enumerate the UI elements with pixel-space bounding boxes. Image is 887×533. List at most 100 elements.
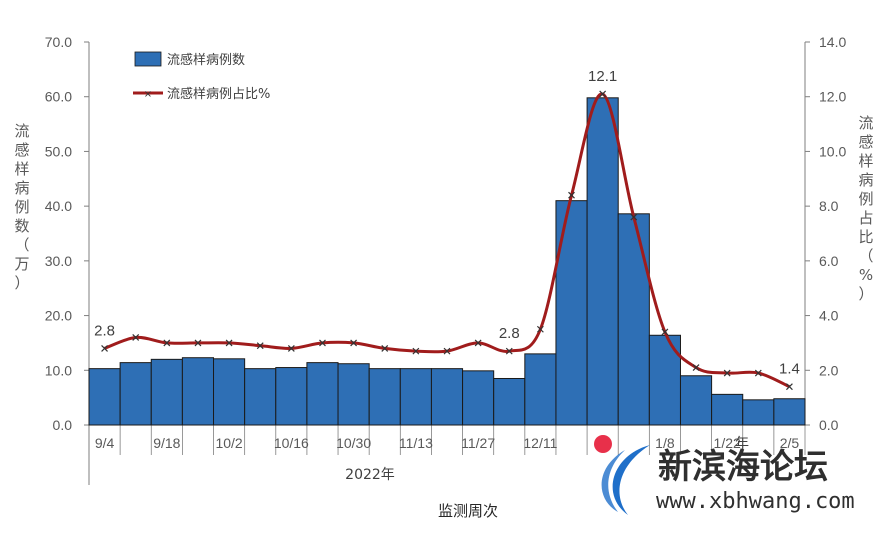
right-tick-label: 14.0: [819, 34, 846, 50]
line-point: [256, 342, 264, 350]
legend-line-label: 流感样病例占比%: [167, 86, 270, 102]
bar: [586, 97, 619, 426]
line-point: [568, 191, 575, 199]
year-label-2022: 2022年: [345, 467, 395, 483]
right-tick-label: 8.0: [819, 198, 839, 214]
line-point: [101, 344, 108, 352]
line-point: [443, 347, 451, 355]
right-tick-label: 2.0: [819, 362, 839, 378]
legend: 流感样病例数 × 流感样病例占比%: [133, 51, 270, 102]
line-point: [194, 339, 202, 347]
bar: [555, 200, 588, 426]
y-left-title-text: 流感样病例数（万）: [14, 122, 29, 292]
line-point: [723, 369, 731, 377]
watermark-red-dot: [594, 435, 612, 453]
watermark-chinese: 新滨海论坛: [658, 447, 828, 487]
bar: [368, 368, 401, 426]
x-axis-title: 监测周次: [438, 502, 498, 520]
left-axis-title: 流感样病例数（万）: [14, 122, 29, 292]
line-point: [754, 369, 762, 377]
x-tick-label: 1/22: [714, 435, 741, 451]
bar: [430, 368, 464, 426]
data-labels: 2.8 2.8 12.1 1.4: [94, 68, 800, 378]
right-tick-label: 4.0: [819, 308, 839, 324]
x-tick-label: 12/11: [523, 435, 557, 451]
bar: [275, 367, 308, 426]
x-tick-label: 11/27: [461, 435, 495, 451]
bar: [399, 368, 432, 426]
left-tick-label: 10.0: [45, 362, 72, 378]
right-tick-label: 12.0: [819, 89, 846, 105]
data-label: 1.4: [779, 361, 800, 378]
line-point: [630, 213, 638, 221]
line-point: [412, 347, 420, 355]
right-tick-label: 10.0: [819, 143, 846, 159]
left-tick-label: 70.0: [45, 34, 72, 50]
bar: [711, 393, 744, 426]
bar: [337, 363, 370, 426]
bar: [181, 357, 215, 426]
watermark-url: www.xbhwang.com: [656, 489, 855, 514]
bar: [648, 334, 681, 426]
line-point: [505, 347, 513, 355]
bar: [742, 399, 775, 426]
line-point: [350, 339, 358, 347]
line-point: [132, 334, 140, 341]
left-tick-label: 30.0: [45, 253, 72, 269]
bar: [150, 358, 183, 426]
line-point: [661, 328, 669, 336]
y-right-title-text: 流感样病例占比（%）: [858, 114, 873, 303]
line-point: [287, 344, 295, 352]
left-tick-label: 0.0: [53, 417, 73, 433]
x-tick-label: 1/8: [655, 435, 675, 451]
right-axis-title: 流感样病例占比（%）: [858, 114, 873, 303]
legend-bar-swatch: [134, 51, 162, 67]
bar: [462, 370, 495, 426]
left-tick-label: 50.0: [45, 143, 72, 159]
x-tick-label: 10/30: [336, 435, 371, 451]
legend-line-marker: ×: [144, 89, 152, 100]
bar: [88, 368, 121, 426]
watermark-logo: 新滨海论坛 www.xbhwang.com: [594, 435, 855, 515]
line-point: [786, 383, 793, 391]
line-series-path: [104, 92, 791, 389]
line-point: [381, 344, 389, 352]
data-label: 2.8: [499, 325, 520, 342]
bar: [773, 398, 806, 426]
x-tick-label: 10/2: [215, 435, 242, 451]
x-tick-label: 2/5: [780, 435, 800, 451]
watermark-swoosh-blue: [612, 445, 650, 515]
line-point: [225, 339, 233, 347]
bar: [213, 358, 246, 426]
bar: [679, 375, 713, 426]
line-point: [536, 325, 544, 333]
data-label: 2.8: [94, 322, 115, 339]
right-axis-ticks: 0.0 2.0 4.0 6.0 8.0 10.0 12.0 14.0: [805, 34, 846, 433]
bar: [306, 362, 339, 426]
bar: [244, 368, 277, 426]
line-point: [163, 339, 171, 347]
right-tick-label: 6.0: [819, 253, 839, 269]
line-point: [599, 90, 607, 98]
year-label-2023: 年: [735, 436, 749, 452]
left-axis-ticks: 0.0 10.0 20.0 30.0 40.0 50.0 60.0 70.0: [45, 34, 89, 433]
line-point: [319, 339, 326, 347]
right-tick-label: 0.0: [819, 417, 839, 433]
bar: [617, 213, 650, 426]
bar: [524, 353, 557, 426]
line-point: [474, 339, 482, 347]
line-series: [101, 90, 793, 391]
bar: [493, 377, 526, 426]
x-tick-label: 10/16: [274, 435, 309, 451]
x-tick-label: 11/13: [399, 435, 433, 451]
left-tick-label: 40.0: [45, 198, 72, 214]
line-point: [692, 364, 700, 371]
watermark-swoosh-blue-2: [601, 450, 625, 512]
left-tick-label: 20.0: [45, 308, 72, 324]
bar: [119, 362, 152, 426]
legend-bar-label: 流感样病例数: [167, 52, 245, 68]
x-tick-label: 9/18: [153, 435, 180, 451]
x-tick-label: 9/4: [95, 435, 115, 451]
data-label: 12.1: [588, 68, 617, 85]
